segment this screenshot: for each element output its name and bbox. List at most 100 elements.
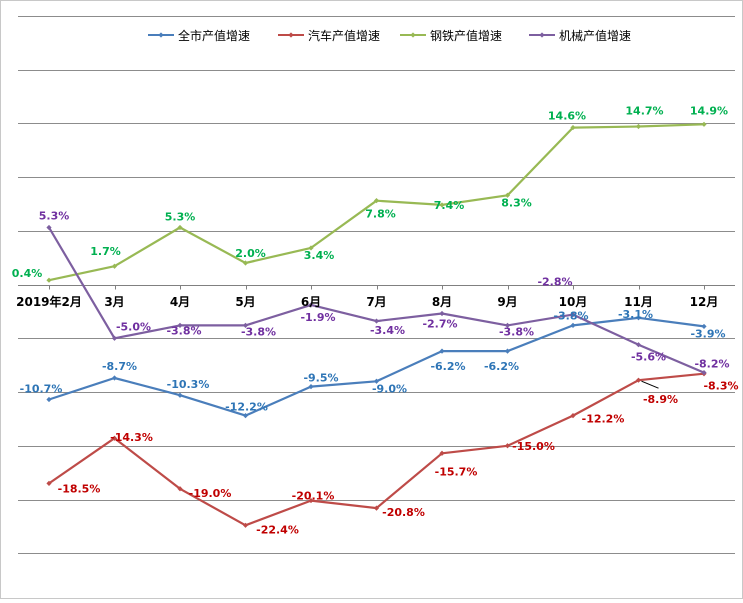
legend-marker-icon: [539, 32, 545, 38]
legend-label: 全市产值增速: [178, 28, 250, 43]
data-point: [308, 302, 314, 308]
data-label: -20.1%: [292, 490, 335, 503]
data-point: [439, 450, 445, 456]
legend-label: 钢铁产值增速: [430, 28, 502, 43]
data-label: 8.3%: [501, 196, 532, 209]
data-label: -8.9%: [643, 393, 678, 406]
data-label: -3.9%: [690, 327, 725, 340]
data-point: [701, 323, 707, 330]
x-tick-label: 2019年2月: [16, 294, 82, 309]
data-label: -22.4%: [256, 523, 299, 536]
data-label: 7.8%: [365, 208, 396, 221]
x-tick-label: 11月: [624, 295, 653, 309]
data-label: 14.6%: [548, 110, 586, 123]
data-label: -3.4%: [370, 324, 405, 337]
data-point: [373, 505, 380, 511]
data-point: [111, 375, 118, 381]
data-point: [46, 224, 52, 231]
data-point: [635, 123, 642, 130]
data-point: [504, 443, 511, 449]
data-point: [111, 435, 118, 441]
data-point: [373, 378, 380, 384]
data-point: [701, 121, 707, 127]
data-point: [373, 318, 380, 324]
legend-marker-icon: [158, 32, 164, 38]
data-label: -12.2%: [225, 401, 268, 414]
data-point: [46, 277, 52, 283]
data-label: 14.9%: [690, 104, 728, 117]
data-label: -6.2%: [484, 360, 519, 373]
data-label: -14.3%: [110, 431, 153, 444]
data-label: 5.3%: [39, 210, 70, 223]
data-point: [373, 198, 380, 204]
data-label: -10.7%: [20, 383, 63, 396]
data-point: [308, 245, 314, 251]
data-label: 5.3%: [165, 211, 196, 224]
data-point: [570, 322, 576, 328]
data-label: -19.0%: [189, 487, 232, 500]
data-point: [242, 522, 249, 528]
data-point: [111, 335, 118, 341]
data-label: -15.0%: [512, 440, 555, 453]
x-tick-label: 4月: [170, 295, 190, 309]
data-label: -3.8%: [166, 324, 201, 337]
data-point: [439, 310, 445, 317]
x-tick-labels: 2019年2月 3月 4月 5月 6月 7月 8月 9月 10月 11月 12月: [16, 294, 718, 309]
data-point: [308, 384, 314, 390]
data-point: [701, 370, 707, 376]
data-label: -1.9%: [300, 311, 335, 324]
legend-label: 汽车产值增速: [308, 28, 380, 43]
data-point: [504, 322, 511, 328]
data-point: [439, 348, 445, 354]
x-tick-label: 8月: [432, 295, 452, 309]
series-lines: [46, 121, 707, 528]
data-label: -5.6%: [631, 351, 666, 364]
data-label: -3.8%: [241, 325, 276, 338]
label-leader-line: [641, 380, 659, 389]
data-point: [504, 192, 511, 198]
x-tick-label: 3月: [104, 295, 124, 309]
data-label: -18.5%: [58, 482, 101, 495]
data-label: 2.0%: [235, 247, 266, 260]
data-point: [177, 224, 183, 231]
data-label: -8.3%: [703, 380, 738, 393]
data-point: [635, 377, 642, 383]
data-point: [570, 312, 576, 318]
x-tick-label: 10月: [559, 295, 588, 309]
data-point: [242, 260, 249, 266]
data-point: [242, 322, 249, 328]
data-point: [570, 413, 576, 419]
data-label: -3.8%: [553, 309, 588, 322]
data-point: [111, 263, 118, 269]
data-label: -5.0%: [116, 320, 151, 333]
data-point: [177, 322, 183, 328]
data-label: -3.1%: [618, 308, 653, 321]
gridlines: [18, 16, 735, 554]
data-label: 1.7%: [90, 245, 121, 258]
x-tick-label: 7月: [366, 295, 386, 309]
data-point: [635, 315, 642, 321]
data-point: [242, 413, 249, 419]
data-label: -8.2%: [694, 358, 729, 371]
legend-label: 机械产值增速: [559, 28, 631, 43]
legend-marker-icon: [410, 32, 416, 38]
data-label: -6.2%: [430, 360, 465, 373]
x-tick-label: 12月: [690, 295, 719, 309]
data-point: [177, 392, 183, 398]
data-point: [635, 342, 642, 348]
data-labels: -10.7% -8.7% -10.3% -12.2% -9.5% -9.0% -6.2% -6…: [12, 104, 739, 536]
data-point: [46, 396, 52, 403]
x-tick-label: 5月: [235, 295, 255, 309]
data-label: -10.3%: [167, 378, 210, 391]
data-label: -3.8%: [499, 325, 534, 338]
data-point: [504, 348, 511, 354]
x-tick-label: 6月: [301, 295, 321, 309]
data-label: -9.5%: [303, 372, 338, 385]
data-label: -2.7%: [422, 318, 457, 331]
data-label: 7.4%: [434, 199, 465, 212]
data-label: 0.4%: [12, 267, 43, 280]
legend-marker-icon: [288, 32, 294, 38]
x-tick-label: 9月: [497, 295, 517, 309]
data-label: 14.7%: [625, 104, 663, 117]
